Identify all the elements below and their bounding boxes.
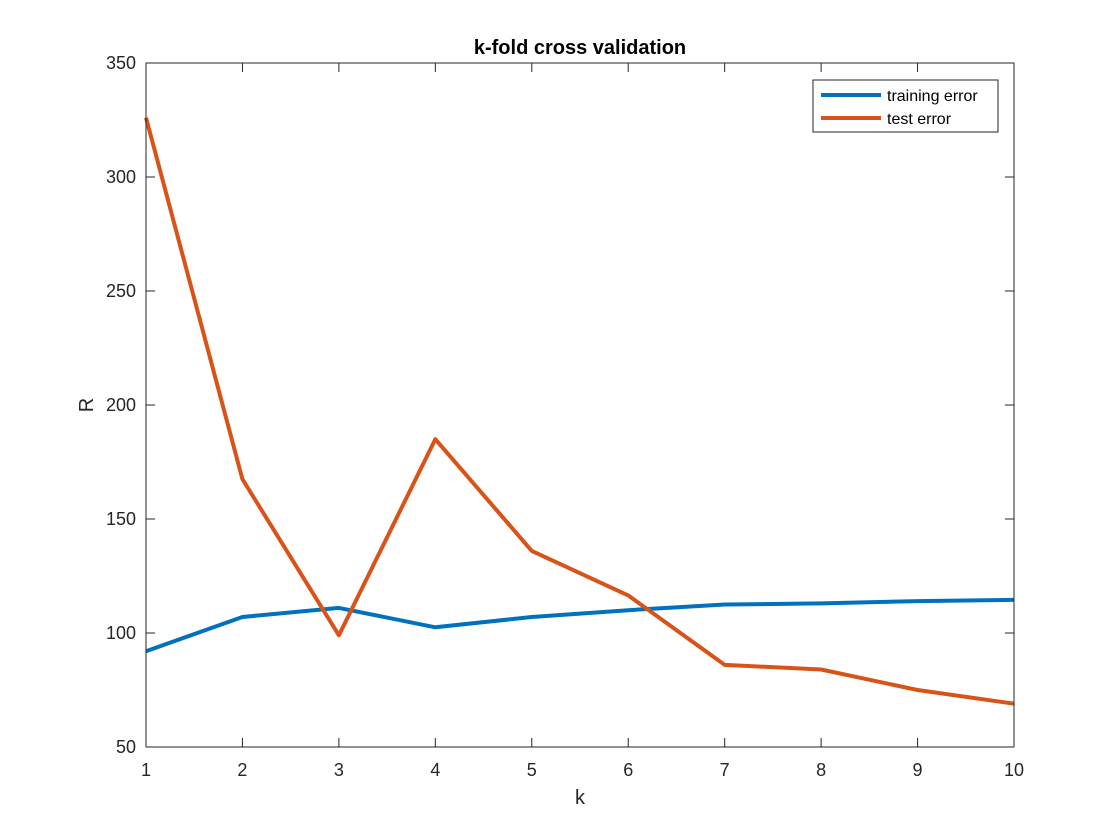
legend-label-test-error: test error: [887, 111, 952, 128]
x-tick-label: 8: [816, 760, 826, 780]
x-tick-label: 1: [141, 760, 151, 780]
x-tick-label: 7: [720, 760, 730, 780]
x-axis-label: k: [575, 787, 586, 809]
plot-area: [146, 63, 1014, 747]
x-tick-label: 3: [334, 760, 344, 780]
legend-box: [812, 79, 999, 133]
y-tick-label: 200: [106, 395, 136, 415]
y-tick-label: 350: [106, 53, 136, 73]
x-tick-label: 9: [913, 760, 923, 780]
x-tick-label: 5: [527, 760, 537, 780]
y-tick-label: 50: [116, 737, 136, 757]
y-tick-label: 100: [106, 623, 136, 643]
y-tick-label: 150: [106, 509, 136, 529]
chart-title: k-fold cross validation: [474, 37, 686, 59]
y-axis-label: R: [76, 398, 98, 412]
x-axis-ticks: 1 2 3 4 5 6 7 8 9 10: [141, 63, 1024, 780]
x-tick-label: 4: [430, 760, 440, 780]
x-tick-label: 6: [623, 760, 633, 780]
series-line-training-error: [145, 597, 1015, 654]
y-axis-ticks: 50 100 150 200 250 300 350: [106, 53, 1014, 757]
y-tick-label: 250: [106, 281, 136, 301]
legend-label-training-error: training error: [887, 88, 978, 105]
series-layer: [144, 117, 1015, 706]
legend: training error test error: [812, 79, 999, 133]
x-tick-label: 10: [1004, 760, 1024, 780]
series-line-test-error: [144, 117, 1015, 706]
y-tick-label: 300: [106, 167, 136, 187]
x-tick-label: 2: [237, 760, 247, 780]
